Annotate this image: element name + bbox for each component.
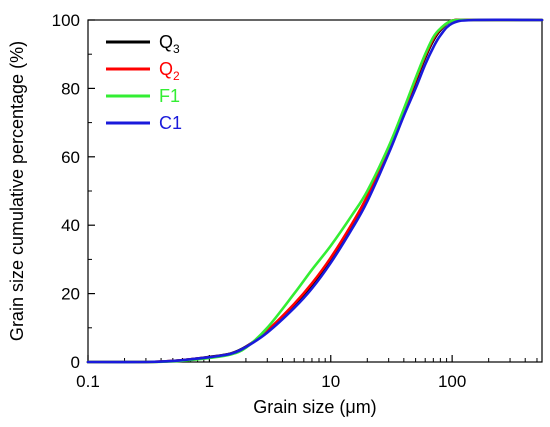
legend: Q3 Q2 F1 C1 (106, 32, 182, 133)
series-line (86, 18, 544, 364)
series-line (86, 18, 544, 364)
series-line (86, 18, 544, 364)
legend-label-subscript: 3 (173, 42, 180, 56)
legend-label: Q2 (159, 59, 180, 83)
x-tick-label: 100 (438, 372, 466, 391)
legend-label: C1 (159, 113, 182, 133)
x-tick-label: 10 (321, 372, 340, 391)
y-tick-label: 0 (71, 353, 80, 372)
y-tick-label: 60 (61, 148, 80, 167)
y-axis-title: Grain size cumulative percentage (%) (7, 41, 27, 341)
x-tick-label: 1 (205, 372, 214, 391)
series-lines (86, 18, 544, 364)
x-axis-title: Grain size (μm) (253, 397, 376, 417)
y-tick-label: 100 (52, 11, 80, 30)
x-axis-ticks: 0.1 1 10 100 (76, 355, 538, 391)
legend-label: Q3 (159, 32, 180, 56)
y-tick-label: 40 (61, 216, 80, 235)
plot-area-frame (87, 19, 543, 363)
series-line (86, 18, 544, 364)
y-tick-label: 80 (61, 79, 80, 98)
y-tick-label: 20 (61, 285, 80, 304)
x-tick-label: 0.1 (76, 372, 100, 391)
legend-label-subscript: 2 (173, 69, 180, 83)
y-axis-ticks: 0 20 40 60 80 100 (52, 11, 95, 372)
legend-label: F1 (159, 86, 180, 106)
